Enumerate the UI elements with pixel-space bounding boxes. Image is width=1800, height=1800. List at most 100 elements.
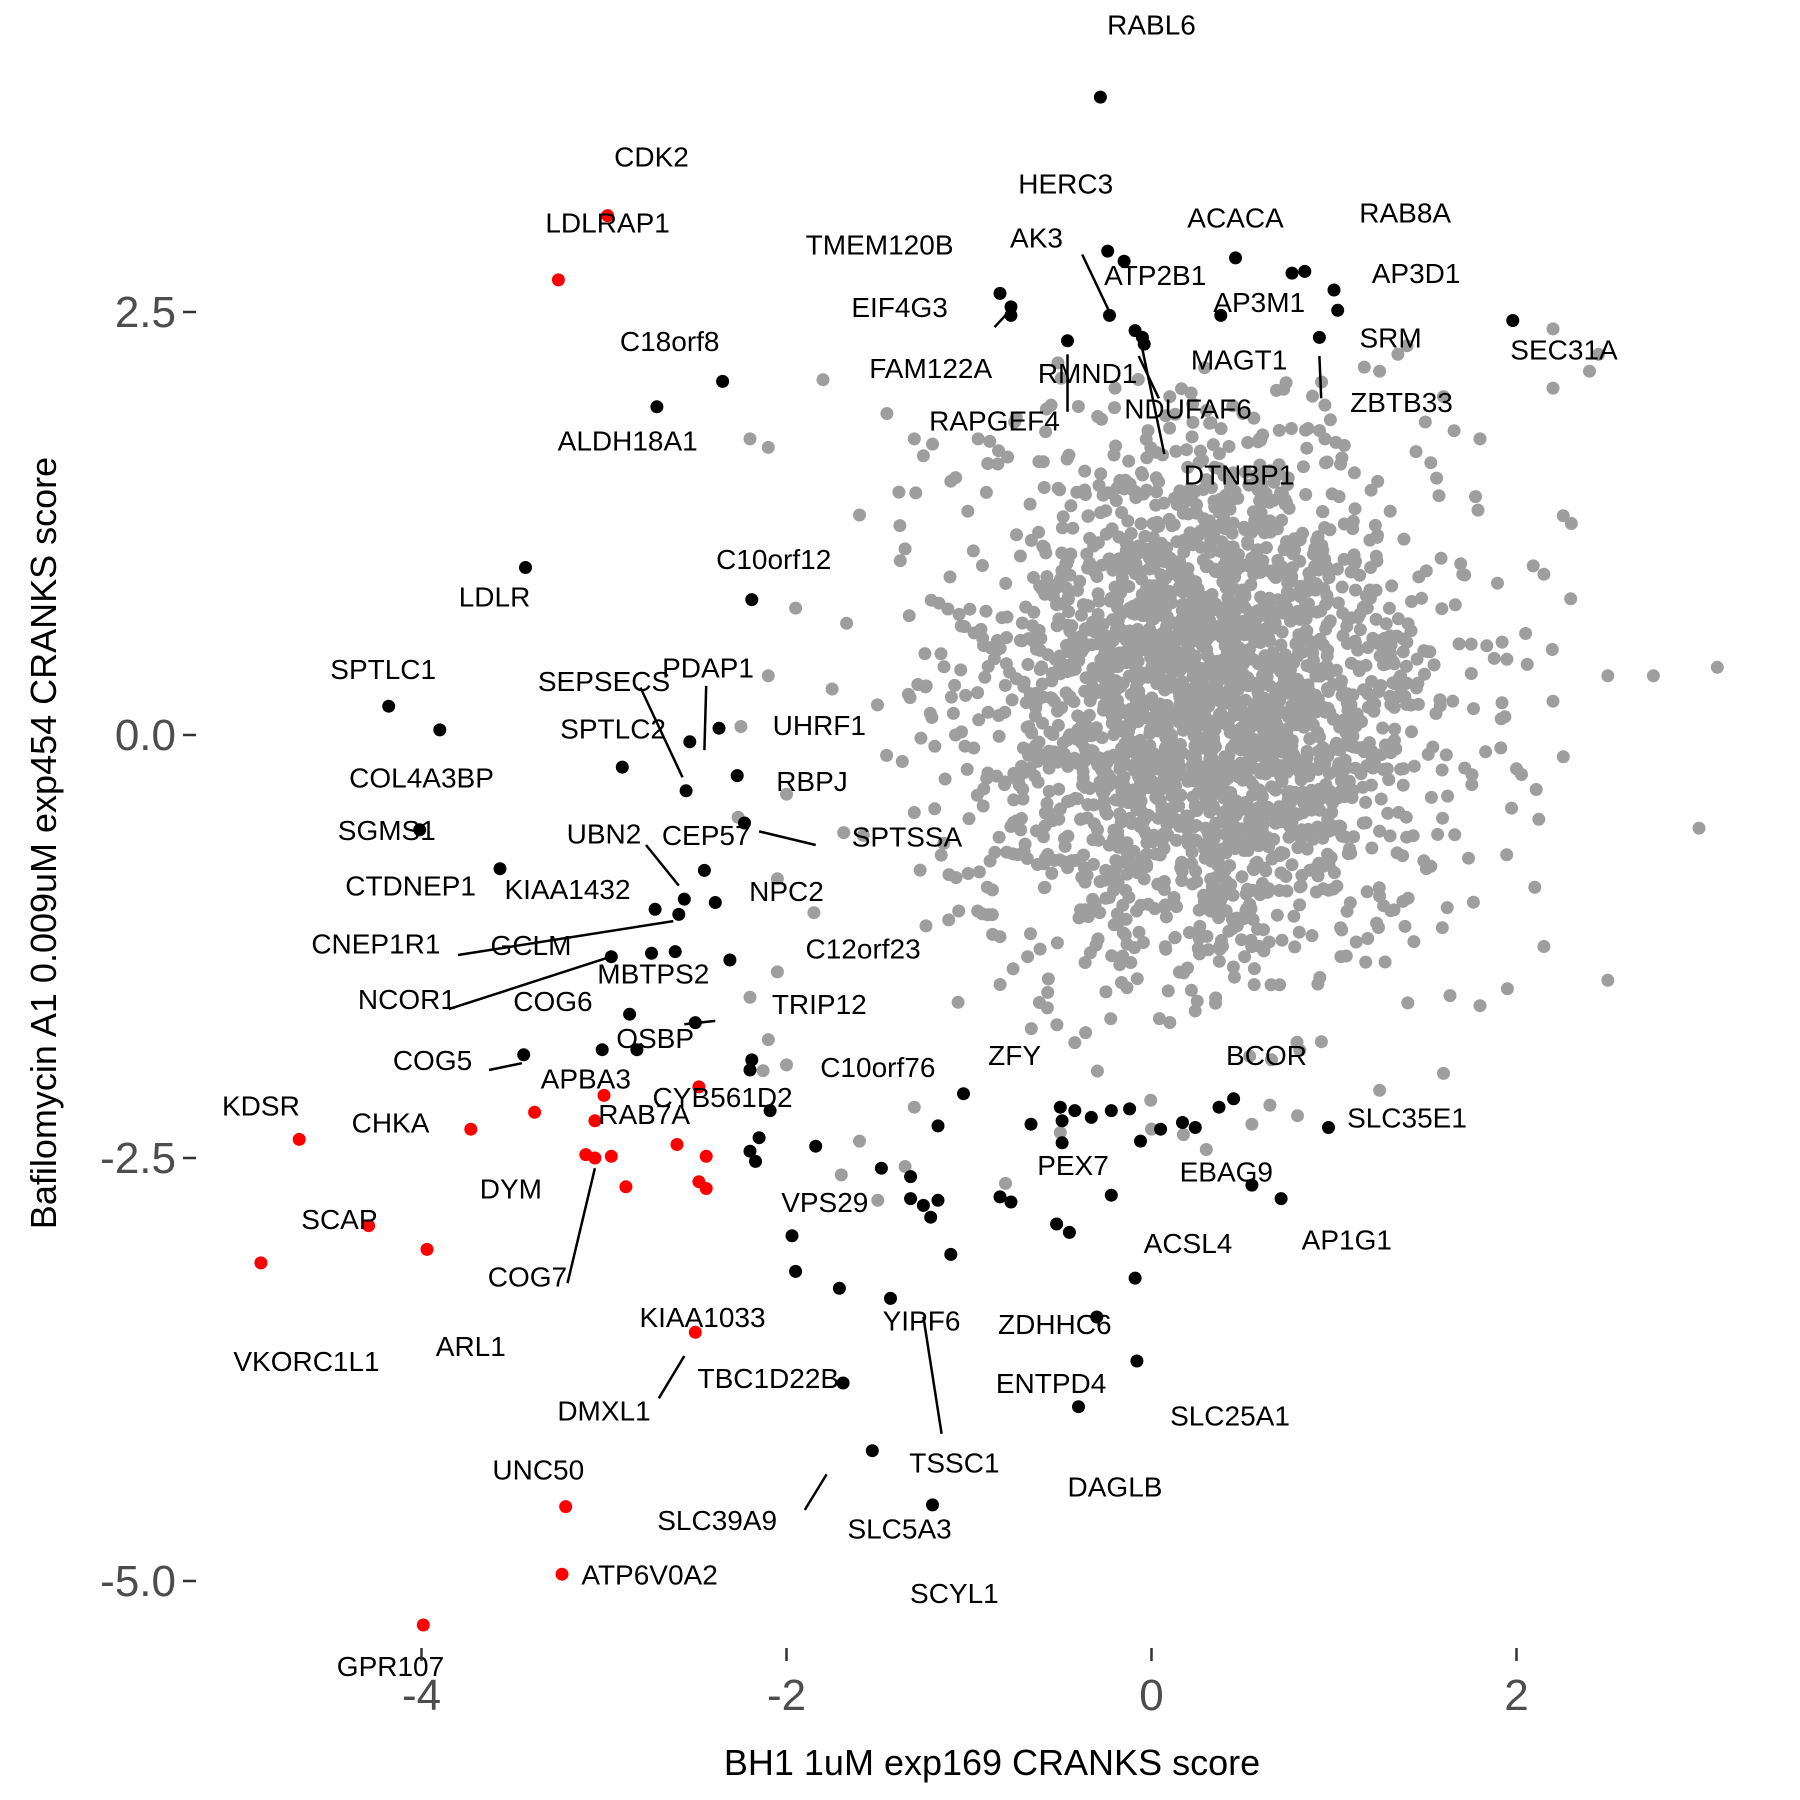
background-point	[1331, 596, 1345, 610]
background-point	[1429, 707, 1443, 720]
gene-point-dtnbp1	[1137, 337, 1151, 351]
background-point	[1088, 897, 1102, 911]
background-point	[1188, 739, 1202, 753]
gene-label-rapgef4: RAPGEF4	[929, 405, 1060, 436]
background-point	[1255, 608, 1269, 622]
background-point	[1327, 866, 1341, 880]
background-point	[1044, 398, 1058, 412]
background-point	[1400, 635, 1414, 649]
background-point	[1452, 637, 1466, 651]
background-point	[1284, 614, 1297, 628]
background-point	[1181, 460, 1195, 474]
background-point	[1368, 697, 1382, 711]
background-point	[1060, 557, 1074, 571]
background-point	[1209, 991, 1223, 1005]
gene-point-c10orf12	[745, 593, 759, 607]
gene-label-ldlr: LDLR	[459, 581, 531, 612]
background-point	[1247, 567, 1261, 581]
background-point	[967, 741, 981, 755]
background-point	[1203, 416, 1217, 430]
background-point	[1270, 730, 1284, 744]
background-point	[743, 990, 757, 1004]
background-point	[893, 554, 907, 568]
gene-point-vps29	[916, 1198, 930, 1212]
background-point	[1051, 356, 1065, 370]
gene-point-kiaa1033	[832, 1281, 846, 1295]
background-point	[1415, 591, 1428, 605]
background-point	[1431, 827, 1445, 841]
background-point	[1537, 940, 1551, 953]
background-point	[1407, 935, 1421, 949]
background-point	[907, 806, 921, 819]
background-point	[1040, 1001, 1054, 1015]
background-point	[1074, 608, 1088, 622]
background-point	[928, 739, 942, 753]
background-point	[1418, 667, 1431, 681]
gene-point-ctdnep1	[493, 862, 507, 876]
background-point	[1061, 592, 1075, 606]
background-point	[1162, 512, 1176, 526]
background-point	[1333, 743, 1347, 757]
background-point	[1235, 822, 1248, 836]
background-point	[1159, 910, 1173, 924]
background-point	[1247, 863, 1261, 877]
background-point	[1325, 487, 1339, 501]
background-point	[761, 1033, 775, 1047]
gene-point-ebag9	[1154, 1122, 1168, 1136]
x-tick-label: -4	[402, 1671, 441, 1720]
background-point	[756, 1064, 770, 1078]
leader-line	[488, 1061, 523, 1072]
gene-point-osbp	[630, 1043, 644, 1057]
background-point	[1466, 895, 1480, 909]
background-point	[1334, 921, 1348, 935]
background-point	[1281, 478, 1295, 491]
background-point	[1248, 635, 1262, 649]
background-point	[1273, 978, 1287, 992]
background-point	[1330, 562, 1344, 576]
background-point	[1401, 996, 1415, 1010]
background-point	[1165, 801, 1179, 815]
background-point	[1473, 432, 1487, 446]
background-point	[1176, 506, 1190, 520]
background-point	[978, 670, 992, 684]
background-point	[1102, 639, 1116, 653]
background-point	[1225, 626, 1239, 640]
background-point	[1232, 767, 1246, 781]
background-point	[1079, 747, 1093, 761]
background-point	[1201, 943, 1215, 957]
background-point	[1099, 985, 1113, 999]
background-point	[1036, 455, 1050, 469]
background-point	[1601, 669, 1615, 683]
background-point	[1196, 553, 1210, 567]
background-point	[1435, 763, 1449, 777]
background-point	[1218, 783, 1231, 797]
background-point	[1388, 733, 1401, 747]
background-point	[1024, 533, 1038, 547]
background-point	[1249, 468, 1263, 482]
gene-point-col4a3bp	[433, 723, 447, 737]
background-point	[1198, 361, 1212, 375]
gene-label-tbc1d22b: TBC1D22B	[697, 1363, 839, 1394]
background-point	[1532, 812, 1546, 826]
background-point	[1086, 857, 1100, 871]
background-point	[1192, 456, 1206, 470]
gene-label-cnep1r1: CNEP1R1	[311, 928, 440, 959]
background-point	[780, 1058, 793, 1072]
gene-point-rab7a	[588, 1114, 602, 1128]
background-point	[1399, 810, 1413, 824]
background-point	[1174, 696, 1188, 710]
background-point	[1245, 940, 1259, 954]
gene-label-aldh18a1: ALDH18A1	[558, 426, 698, 457]
gene-point-c10orf76	[745, 1053, 759, 1067]
background-point	[1121, 514, 1135, 528]
background-point	[1016, 782, 1030, 796]
background-point	[1326, 712, 1340, 726]
leader-line	[1081, 253, 1111, 313]
gene-point-vps29	[931, 1193, 945, 1207]
background-point	[1193, 676, 1207, 690]
background-point	[1495, 696, 1509, 710]
gene-point-uhrf1	[730, 769, 744, 783]
background-point	[1123, 601, 1136, 615]
background-point	[1306, 547, 1320, 561]
gene-label-scyl1: SCYL1	[910, 1578, 999, 1609]
